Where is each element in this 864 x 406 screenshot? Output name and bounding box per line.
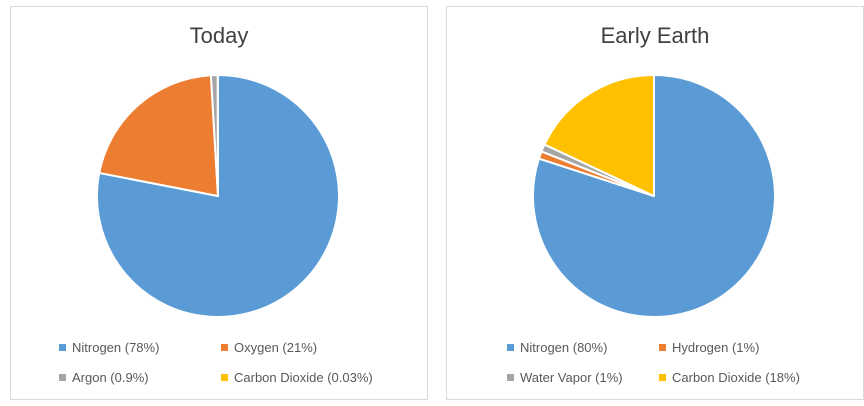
- legend-swatch: [221, 374, 228, 381]
- legend-item-nitrogen: Nitrogen (80%): [507, 340, 607, 355]
- legend-item-nitrogen: Nitrogen (78%): [59, 340, 159, 355]
- chart-title: Early Earth: [600, 23, 710, 48]
- chart-early-earth: Early Earth Nitrogen (80%) Hydrogen (1%)…: [446, 6, 864, 400]
- legend-swatch: [221, 344, 228, 351]
- chart-title: Today: [189, 23, 249, 48]
- legend-label: Water Vapor (1%): [520, 370, 623, 385]
- legend-item-argon: Argon (0.9%): [59, 370, 149, 385]
- pie-chart: [532, 74, 776, 318]
- legend-swatch: [659, 344, 666, 351]
- legend-item-carbon-dioxide: Carbon Dioxide (0.03%): [221, 370, 373, 385]
- legend-item-oxygen: Oxygen (21%): [221, 340, 317, 355]
- pie-chart: [96, 73, 340, 318]
- legend-swatch: [659, 374, 666, 381]
- legend-label: Carbon Dioxide (18%): [672, 370, 800, 385]
- legend-label: Hydrogen (1%): [672, 340, 760, 355]
- legend-item-water-vapor: Water Vapor (1%): [507, 370, 623, 385]
- legend-swatch: [507, 344, 514, 351]
- legend-swatch: [59, 344, 66, 351]
- pie-slice-carbon-dioxide: [543, 74, 655, 197]
- chart-today: Today Nitrogen (78%) Oxygen (21%) Argon …: [10, 6, 428, 400]
- legend-label: Argon (0.9%): [72, 370, 149, 385]
- legend-swatch: [59, 374, 66, 381]
- legend-item-carbon-dioxide: Carbon Dioxide (18%): [659, 370, 800, 385]
- legend-item-hydrogen: Hydrogen (1%): [659, 340, 759, 355]
- legend-label: Nitrogen (78%): [72, 340, 160, 355]
- pie-slice-oxygen: [98, 74, 219, 197]
- legend-label: Oxygen (21%): [234, 340, 318, 355]
- legend-swatch: [507, 374, 514, 381]
- legend-label: Carbon Dioxide (0.03%): [234, 370, 373, 385]
- legend-label: Nitrogen (80%): [520, 340, 608, 355]
